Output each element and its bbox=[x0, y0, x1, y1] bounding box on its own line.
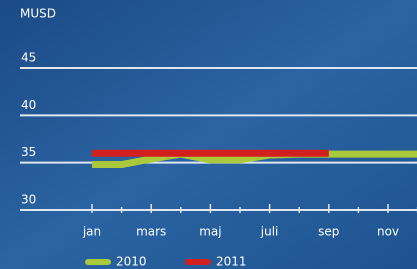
y-tick-label: 40 bbox=[21, 98, 36, 112]
x-tick-label: sep bbox=[318, 225, 339, 239]
x-tick-label: juli bbox=[260, 225, 279, 239]
legend-swatch bbox=[85, 259, 111, 265]
x-tick-label: maj bbox=[199, 225, 221, 239]
legend-swatch bbox=[185, 259, 211, 265]
legend-label: 2010 bbox=[116, 255, 147, 269]
chart: MUSD 30 35 40 45 jan mars maj juli sep nov 2010 201… bbox=[0, 0, 417, 269]
y-tick-label: 30 bbox=[21, 193, 36, 207]
y-axis-label: MUSD bbox=[20, 7, 56, 21]
y-tick-label: 45 bbox=[21, 51, 36, 65]
x-tick-label: mars bbox=[136, 225, 166, 239]
legend-label: 2011 bbox=[216, 255, 247, 269]
x-tick-label: nov bbox=[377, 225, 399, 239]
y-tick-label: 35 bbox=[21, 145, 36, 159]
x-tick-label: jan bbox=[82, 225, 101, 239]
